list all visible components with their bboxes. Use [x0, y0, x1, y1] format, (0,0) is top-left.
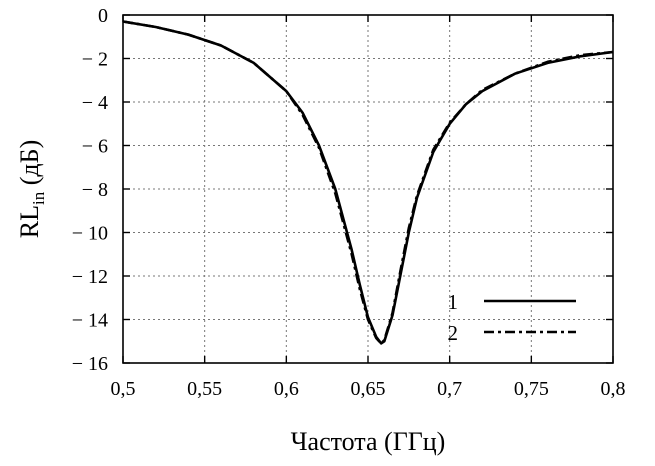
y-tick-label: − 4 — [82, 92, 108, 114]
y-axis-title-sub: in — [29, 191, 48, 205]
legend: 1 2 — [448, 290, 576, 345]
x-tick-label: 0,8 — [601, 378, 626, 400]
y-axis-title-main: RL — [15, 205, 44, 238]
x-tick-labels: 0,5 0,55 0,6 0,65 0,7 0,75 0,8 — [111, 378, 626, 400]
y-tick-label: − 8 — [82, 179, 108, 201]
x-axis-title: Частота (ГГц) — [291, 427, 446, 456]
grid — [123, 15, 613, 363]
series-line-2 — [122, 20, 614, 345]
y-tick-label: − 2 — [82, 49, 108, 71]
legend-label-1: 1 — [448, 290, 459, 314]
y-axis-title: RLin (дБ) — [15, 140, 48, 238]
x-tick-label: 0,5 — [111, 378, 136, 400]
y-axis-title-unit: (дБ) — [15, 140, 44, 192]
y-tick-label: − 14 — [72, 310, 108, 332]
y-tick-label: − 6 — [82, 136, 108, 158]
x-tick-label: 0,75 — [514, 378, 549, 400]
y-tick-label: − 10 — [72, 223, 108, 245]
y-tick-labels: 0 − 2 − 4 − 6 − 8 − 10 − 12 − 14 − 16 — [72, 5, 108, 375]
x-tick-label: 0,55 — [187, 378, 222, 400]
x-tick-label: 0,65 — [351, 378, 386, 400]
x-tick-label: 0,7 — [437, 378, 462, 400]
y-tick-label: − 12 — [72, 266, 108, 288]
series-lines — [122, 20, 614, 345]
x-tick-label: 0,6 — [274, 378, 299, 400]
y-tick-label: − 16 — [72, 353, 108, 375]
legend-label-2: 2 — [448, 321, 459, 345]
y-tick-label: 0 — [98, 5, 108, 27]
axis-ticks — [122, 14, 614, 364]
